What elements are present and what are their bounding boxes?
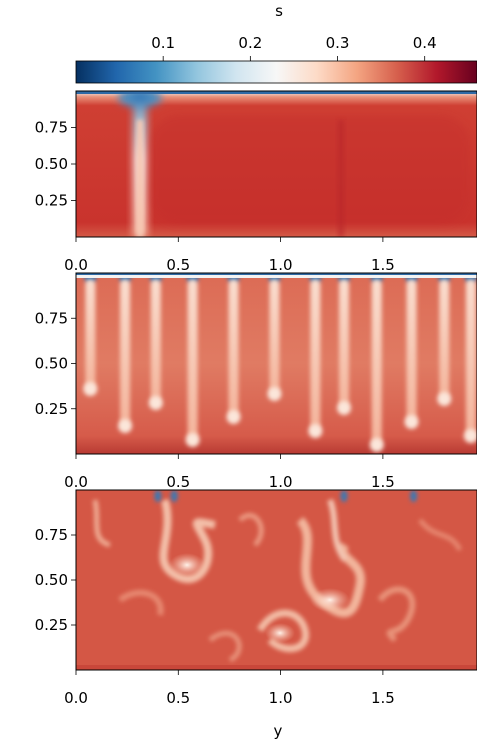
y-tick-label: 0.25 — [35, 192, 68, 210]
x-tick-label: 1.5 — [371, 689, 395, 707]
panel-1 — [75, 90, 477, 238]
plume-head — [308, 424, 323, 438]
plume — [310, 279, 321, 431]
y-tick-label: 0.50 — [35, 355, 68, 373]
colorbar-tick-label: 0.4 — [413, 34, 437, 52]
plume — [187, 279, 198, 440]
colorbar-tick-label: 0.1 — [151, 34, 175, 52]
x-tick-label: 0.5 — [166, 689, 190, 707]
plume — [406, 279, 417, 422]
plume — [439, 279, 450, 399]
panel-3 — [75, 489, 477, 671]
x-tick-label: 1.0 — [269, 473, 293, 491]
y-tick-label: 0.50 — [35, 571, 68, 589]
plume — [150, 279, 161, 403]
plume — [339, 279, 350, 408]
plume — [269, 279, 280, 394]
heatmap-3 — [76, 490, 477, 670]
colorbar-tick-label: 0.3 — [326, 34, 350, 52]
colorbar-label: s — [275, 2, 283, 20]
plume-head — [337, 401, 352, 415]
plume-head — [83, 382, 98, 396]
colorbar-gradient — [75, 60, 477, 84]
x-tick-label: 0.5 — [166, 256, 190, 274]
x-tick-label: 1.5 — [371, 256, 395, 274]
y-tick-label: 0.25 — [35, 400, 68, 418]
plume-head — [463, 429, 477, 443]
x-tick-label: 0.0 — [64, 473, 88, 491]
x-tick-label: 1.0 — [269, 256, 293, 274]
plume-cap — [170, 490, 178, 502]
plume-head — [267, 387, 282, 401]
plume-cap — [410, 490, 418, 502]
y-tick-label: 0.50 — [35, 155, 68, 173]
colorbar-tick-label: 0.2 — [238, 34, 262, 52]
x-tick-label: 0.0 — [64, 689, 88, 707]
heatmap-2 — [76, 273, 477, 454]
plume — [465, 279, 476, 436]
x-tick-label: 0.0 — [64, 256, 88, 274]
plume-head — [404, 415, 419, 429]
colorbar: s 0.1 0.2 0.3 0.4 — [75, 2, 477, 84]
plume — [228, 279, 239, 417]
panel-2 — [75, 272, 477, 455]
x-axis-label: y — [274, 722, 283, 740]
plume — [120, 279, 131, 426]
y-tick-label: 0.75 — [35, 526, 68, 544]
axes-ticks: 0.0 0.5 1.0 1.5 0.25 0.50 0.75 0.0 0.5 1.0 1.5 0.25… — [35, 119, 395, 708]
heatmap-1 — [76, 91, 477, 237]
plume — [85, 279, 96, 389]
plume-head — [437, 392, 452, 406]
plume-head — [369, 438, 384, 452]
plume-head — [226, 410, 241, 424]
colorbar-ticks: 0.1 0.2 0.3 0.4 — [151, 34, 437, 61]
plume — [371, 279, 382, 445]
x-tick-label: 0.5 — [166, 473, 190, 491]
x-tick-label: 1.5 — [371, 473, 395, 491]
plume-head — [185, 433, 200, 447]
y-tick-label: 0.25 — [35, 616, 68, 634]
y-tick-label: 0.75 — [35, 309, 68, 327]
plume-head — [118, 419, 133, 433]
plume-cap — [340, 490, 348, 502]
x-tick-label: 1.0 — [269, 689, 293, 707]
y-tick-label: 0.75 — [35, 119, 68, 137]
plume-head — [148, 396, 163, 410]
plume-cap — [154, 490, 162, 502]
